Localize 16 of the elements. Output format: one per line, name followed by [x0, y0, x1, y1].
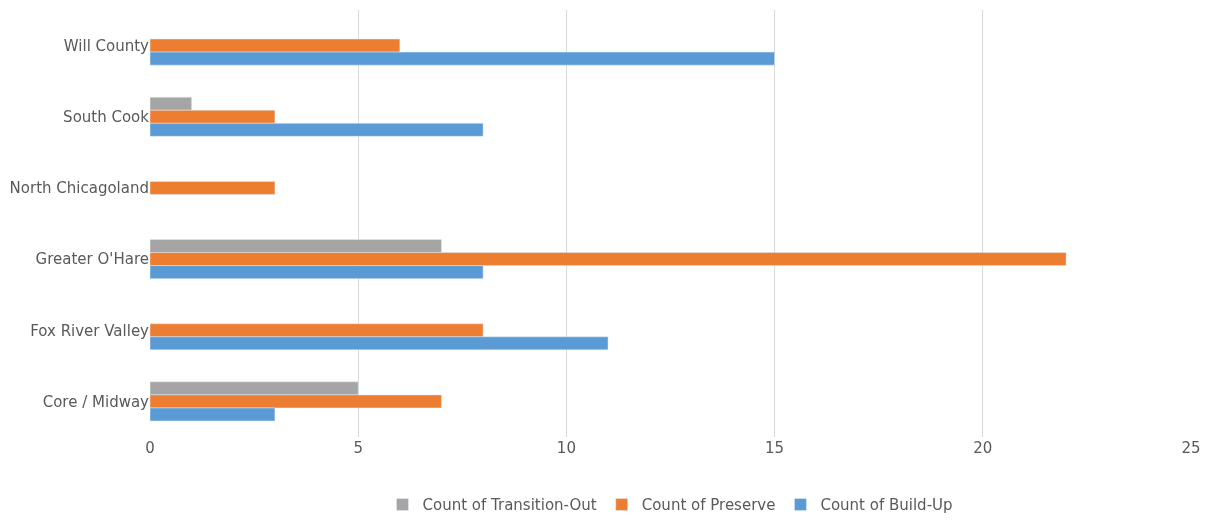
x-tick-label: 25	[1181, 439, 1201, 457]
x-tick-label: 5	[353, 439, 363, 457]
legend-label: Count of Build-Up	[820, 496, 953, 515]
y-tick-label: Fox River Valley	[30, 321, 150, 340]
legend-label: Count of Transition-Out	[422, 496, 597, 515]
y-tick-label: South Cook	[63, 108, 150, 126]
x-tick-label: 0	[145, 439, 155, 457]
legend-label: Count of Preserve	[641, 496, 776, 515]
x-tick-label: 10	[556, 439, 576, 457]
y-tick-label: North Chicagoland	[9, 179, 149, 198]
y-tick-label: Will County	[63, 36, 150, 55]
bar	[150, 181, 276, 195]
y-tick-label: Greater O'Hare	[35, 250, 149, 269]
x-tick-label: 20	[973, 439, 993, 457]
y-tick-label: Core / Midway	[42, 392, 150, 411]
x-tick-label: 15	[765, 439, 785, 457]
